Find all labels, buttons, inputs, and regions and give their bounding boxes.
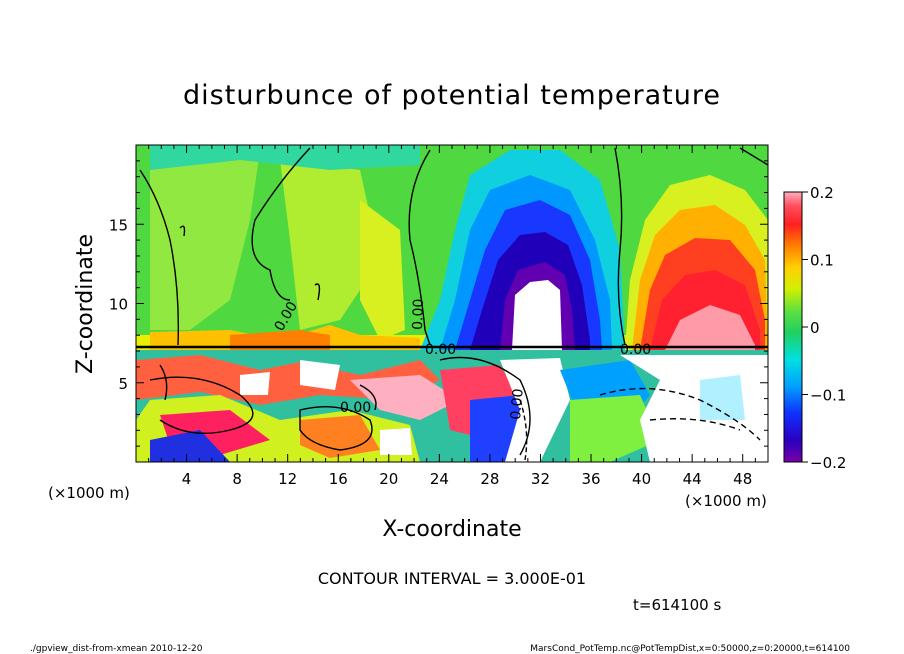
footer-left: ./gpview_dist-from-xmean 2010-12-20 (30, 644, 203, 654)
x-axis: 4 8 12 16 20 24 28 32 36 40 44 48 (148, 145, 756, 488)
colorbar-tick-label: −0.1 (810, 387, 846, 405)
x-tick-label: 4 (182, 470, 192, 488)
footer-right: MarsCond_PotTemp.nc@PotTempDist,x=0:5000… (530, 644, 850, 654)
y-tick-label: 15 (109, 216, 128, 234)
colorbar-tick-label: 0.2 (810, 184, 834, 202)
y-tick-label: 10 (109, 296, 128, 314)
colorbar-ticks: −0.2 −0.1 0 0.1 0.2 (802, 184, 846, 472)
contour-lines (136, 147, 768, 461)
x-unit-left: (×1000 m) (48, 484, 130, 502)
colorbar-tick-label: −0.2 (810, 454, 846, 472)
x-tick-label: 40 (632, 470, 651, 488)
contour-label: 0.00 (620, 342, 651, 358)
x-tick-label: 20 (379, 470, 398, 488)
contour-labels: 0.00 0.00 0.00 0.00 0.00 0.00 (272, 298, 652, 420)
colorbar-scale (783, 191, 803, 463)
lower-turbulent-layer (136, 350, 768, 462)
contour-label: 0.00 (340, 400, 371, 416)
y-axis-label: Z-coordinate (73, 234, 98, 374)
x-tick-label: 32 (531, 470, 550, 488)
x-tick-label: 44 (683, 470, 702, 488)
warm-anomaly (625, 175, 768, 350)
x-tick-label: 24 (430, 470, 449, 488)
x-unit-right: (×1000 m) (685, 492, 767, 510)
y-tick-label: 5 (118, 375, 128, 393)
colorbar: −0.2 −0.1 0 0.1 0.2 (783, 184, 846, 472)
time-label: t=614100 s (633, 596, 721, 614)
x-axis-label: X-coordinate (382, 517, 521, 542)
chart-title: disturbunce of potential temperature (183, 80, 721, 111)
cold-anomaly (420, 150, 625, 350)
x-tick-label: 8 (232, 470, 242, 488)
x-tick-label: 48 (733, 470, 752, 488)
contour-label: 0.00 (508, 388, 527, 420)
colorbar-tick-label: 0.1 (810, 252, 834, 270)
colorbar-tick-label: 0 (810, 319, 820, 337)
x-tick-label: 12 (278, 470, 297, 488)
contour-label: 0.00 (410, 298, 427, 330)
x-tick-label: 16 (329, 470, 348, 488)
plot-area: 0.00 0.00 0.00 0.00 0.00 0.00 (136, 145, 768, 462)
x-tick-label: 28 (480, 470, 499, 488)
contour-interval: CONTOUR INTERVAL = 3.000E-01 (318, 569, 586, 588)
y-axis: 5 10 15 (109, 160, 768, 447)
contour-label: 0.00 (425, 342, 456, 358)
x-tick-label: 36 (581, 470, 600, 488)
